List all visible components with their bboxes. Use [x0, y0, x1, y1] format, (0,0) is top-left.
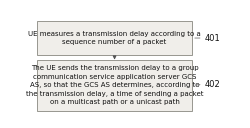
- Text: 401: 401: [205, 34, 220, 42]
- FancyBboxPatch shape: [37, 21, 192, 55]
- Text: 402: 402: [205, 80, 220, 89]
- Text: The UE sends the transmission delay to a group
communication service application: The UE sends the transmission delay to a…: [26, 65, 203, 105]
- FancyBboxPatch shape: [37, 60, 192, 111]
- Text: UE measures a transmission delay according to a
sequence number of a packet: UE measures a transmission delay accordi…: [28, 31, 201, 45]
